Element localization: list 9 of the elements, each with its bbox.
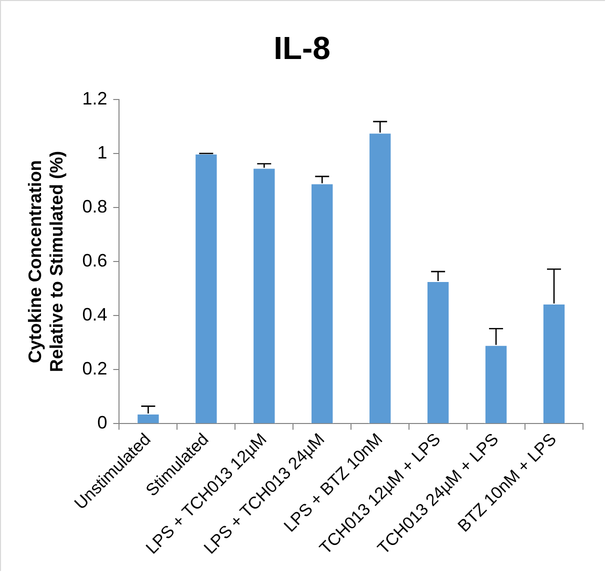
y-tick-label: 1.2: [82, 88, 108, 108]
y-tick-label: 0: [97, 412, 108, 433]
y-tick-label: 0.6: [82, 250, 108, 271]
y-tick-label: 1: [97, 142, 108, 162]
y-tick-label: 0.4: [82, 304, 108, 325]
y-tick-label: 0.8: [82, 196, 108, 216]
chart-title: IL-8: [274, 30, 330, 66]
y-axis-title: Cytokine Concentration Relative to Stimulated (%): [24, 151, 66, 372]
y-tick-label: 0.2: [82, 358, 108, 379]
